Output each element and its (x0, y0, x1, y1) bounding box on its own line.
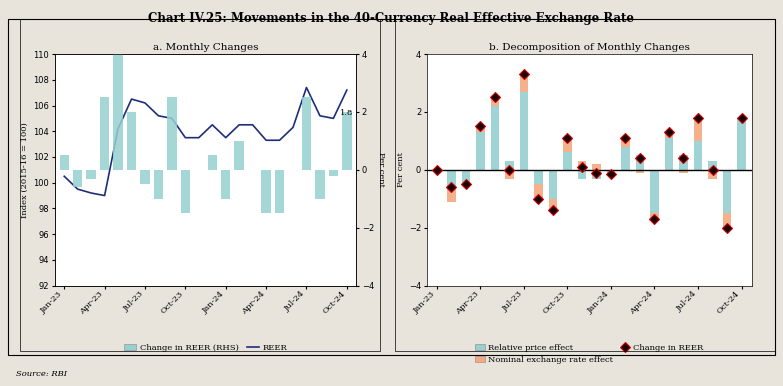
Bar (621, 138, 630, 147)
Bar (114, 40, 123, 170)
Bar (737, 118, 746, 170)
Bar (316, 170, 325, 199)
Y-axis label: Per cent: Per cent (397, 152, 405, 187)
Y-axis label: Per cent: Per cent (377, 152, 385, 187)
Bar (153, 170, 163, 199)
Bar (607, 170, 615, 173)
Y-axis label: Index (2015-16 = 100): Index (2015-16 = 100) (21, 122, 29, 218)
Bar (301, 98, 311, 170)
Bar (563, 152, 572, 170)
Text: Source: RBI: Source: RBI (16, 370, 67, 378)
Bar (592, 164, 601, 170)
Bar (275, 170, 284, 213)
Bar (520, 92, 529, 170)
Bar (86, 170, 96, 178)
Bar (73, 170, 82, 187)
Legend: Relative price effect, Nominal exchange rate effect, Change in REER: Relative price effect, Nominal exchange … (471, 341, 707, 367)
Bar (461, 170, 471, 185)
Bar (491, 106, 500, 170)
Bar (329, 170, 338, 176)
Bar (607, 173, 615, 174)
Bar (60, 156, 69, 170)
Legend: Change in REER (RHS), REER: Change in REER (RHS), REER (121, 341, 290, 356)
Bar (342, 112, 352, 170)
Bar (723, 170, 731, 213)
Bar (505, 161, 514, 170)
Bar (578, 161, 586, 170)
Bar (723, 213, 731, 228)
Text: Chart IV.25: Movements in the 40-Currency Real Effective Exchange Rate: Chart IV.25: Movements in the 40-Currenc… (149, 12, 634, 25)
Text: 1.8: 1.8 (340, 109, 353, 117)
Bar (262, 170, 271, 213)
Bar (708, 170, 717, 178)
Bar (181, 170, 190, 213)
Bar (694, 141, 702, 170)
Bar (650, 170, 659, 213)
Bar (563, 138, 572, 152)
Title: b. Decomposition of Monthly Changes: b. Decomposition of Monthly Changes (489, 43, 690, 52)
Title: a. Monthly Changes: a. Monthly Changes (153, 43, 258, 52)
Bar (221, 170, 230, 199)
Bar (708, 161, 717, 170)
Bar (505, 170, 514, 178)
Bar (127, 112, 136, 170)
Bar (665, 132, 673, 138)
Bar (476, 132, 485, 170)
Bar (694, 118, 702, 141)
Bar (520, 74, 529, 92)
Bar (679, 170, 687, 173)
Bar (578, 170, 586, 178)
Bar (447, 187, 456, 202)
Bar (621, 147, 630, 170)
Bar (534, 185, 543, 199)
Bar (665, 138, 673, 170)
Bar (650, 213, 659, 219)
Bar (476, 127, 485, 132)
Bar (549, 199, 557, 210)
Bar (636, 156, 644, 170)
Bar (207, 156, 217, 170)
Bar (100, 98, 110, 170)
Bar (549, 170, 557, 199)
Bar (592, 170, 601, 178)
Bar (447, 170, 456, 187)
Bar (534, 170, 543, 185)
Bar (679, 156, 687, 170)
Bar (140, 170, 150, 185)
Bar (234, 141, 244, 170)
Bar (491, 98, 500, 106)
Bar (636, 170, 644, 173)
Bar (168, 98, 177, 170)
